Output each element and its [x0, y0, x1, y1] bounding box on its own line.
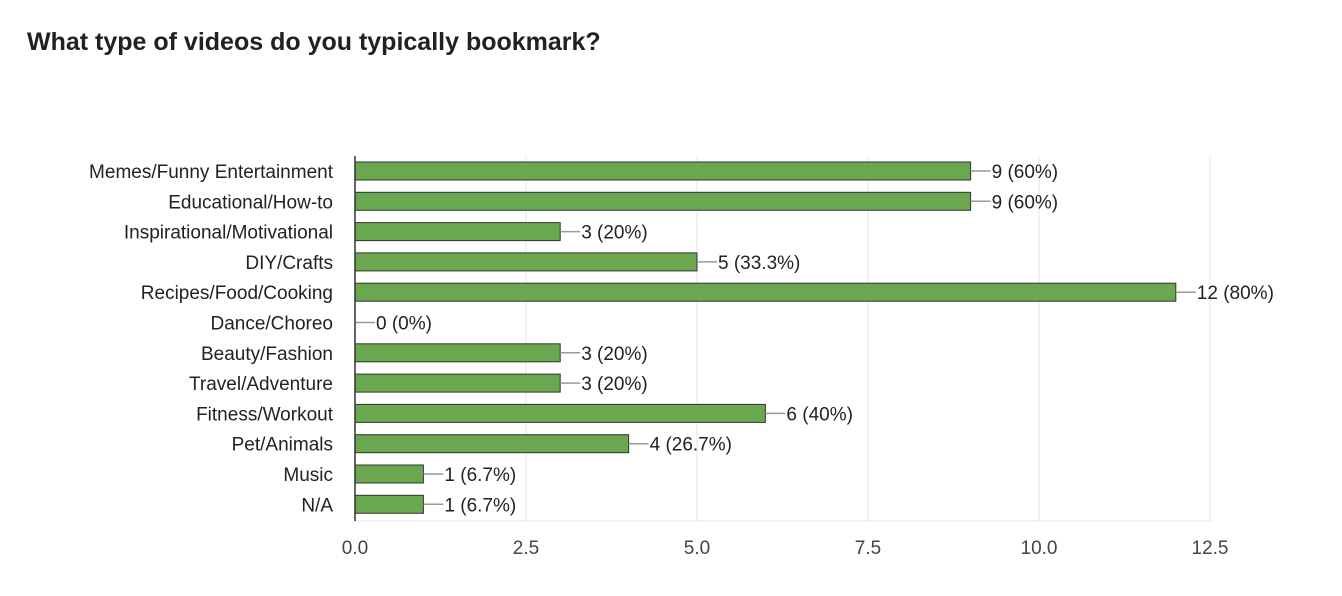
- data-label: 9 (60%): [992, 192, 1059, 213]
- data-label: 3 (20%): [581, 344, 648, 365]
- category-label: Recipes/Food/Cooking: [141, 283, 333, 304]
- category-label: Educational/How-to: [168, 192, 333, 213]
- data-label: 0 (0%): [376, 314, 432, 335]
- bar: [354, 161, 972, 181]
- x-tick-label: 12.5: [1192, 538, 1229, 559]
- category-label: Music: [283, 465, 333, 486]
- bars: [354, 161, 1177, 514]
- bar: [354, 434, 630, 454]
- category-label: Pet/Animals: [232, 435, 333, 456]
- bar: [354, 464, 424, 484]
- x-tick-label: 2.5: [513, 538, 539, 559]
- x-tick-label: 0.0: [342, 538, 368, 559]
- data-label: 1 (6.7%): [444, 465, 516, 486]
- data-label: 12 (80%): [1197, 283, 1274, 304]
- bar: [354, 343, 561, 363]
- category-label: Dance/Choreo: [210, 314, 333, 335]
- x-tick-label: 5.0: [684, 538, 710, 559]
- x-tick-label: 10.0: [1021, 538, 1058, 559]
- bar: [354, 191, 972, 211]
- bar: [354, 373, 561, 393]
- bar: [354, 403, 766, 423]
- category-labels: Memes/Funny Entertainment Educational/How…: [89, 162, 334, 516]
- category-label: N/A: [301, 495, 333, 516]
- category-label: Travel/Adventure: [189, 374, 333, 395]
- data-labels: 9 (60%) 9 (60%) 3 (20%) 5 (33.3%) 12 (80%) 0 …: [376, 162, 1274, 516]
- chart-title: What type of videos do you typically boo…: [27, 28, 601, 56]
- label-leaders: [355, 170, 1196, 506]
- category-label: Inspirational/Motivational: [124, 223, 333, 244]
- bar: [354, 252, 698, 272]
- data-label: 4 (26.7%): [650, 435, 732, 456]
- category-label: Fitness/Workout: [196, 404, 334, 425]
- category-label: Beauty/Fashion: [201, 344, 333, 365]
- data-label: 9 (60%): [992, 162, 1059, 183]
- data-label: 3 (20%): [581, 374, 648, 395]
- category-label: DIY/Crafts: [245, 253, 333, 274]
- data-label: 5 (33.3%): [718, 253, 800, 274]
- data-label: 1 (6.7%): [444, 495, 516, 516]
- data-label: 3 (20%): [581, 223, 648, 244]
- bar: [354, 282, 1177, 302]
- gridlines: [355, 156, 1211, 522]
- x-tick-label: 7.5: [855, 538, 881, 559]
- x-axis-ticks: 0.0 2.5 5.0 7.5 10.0 12.5: [342, 538, 1229, 559]
- data-label: 6 (40%): [786, 404, 853, 425]
- category-label: Memes/Funny Entertainment: [89, 162, 334, 183]
- bar: [354, 494, 424, 514]
- bar: [354, 222, 561, 242]
